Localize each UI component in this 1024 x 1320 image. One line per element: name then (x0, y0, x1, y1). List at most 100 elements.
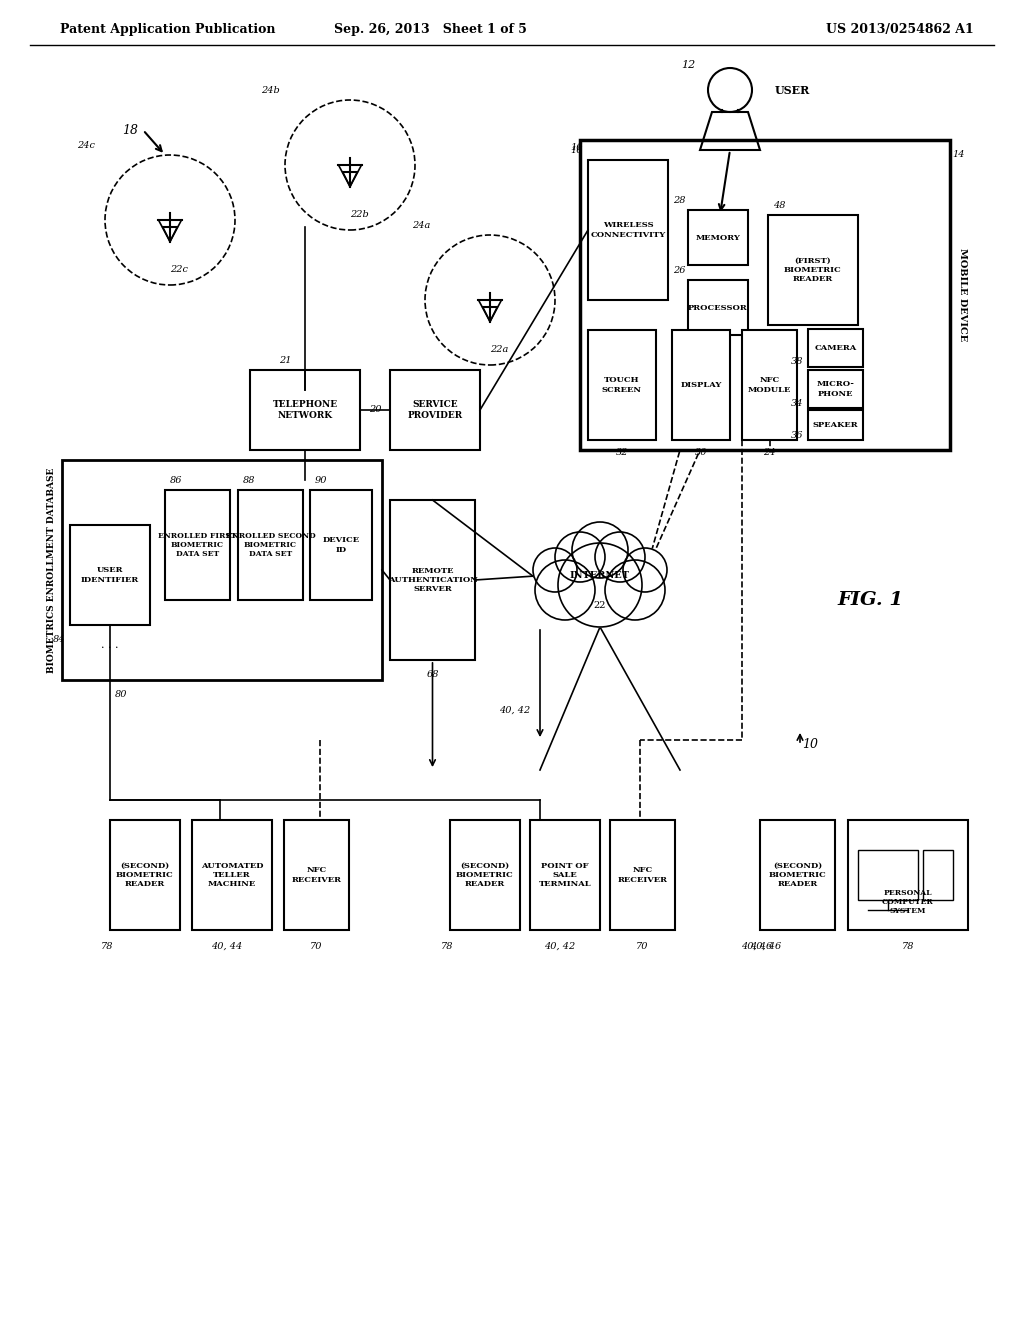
Text: NFC
RECEIVER: NFC RECEIVER (292, 866, 341, 883)
Text: 28: 28 (674, 195, 686, 205)
Bar (742, 330, 797, 440)
Text: MEMORY: MEMORY (695, 234, 740, 242)
Text: 12: 12 (681, 59, 695, 70)
Text: 40, 44: 40, 44 (211, 942, 243, 950)
Text: 24b: 24b (261, 86, 280, 95)
Text: PROCESSOR: PROCESSOR (688, 304, 748, 312)
Bar (588, 330, 656, 440)
Text: (SECOND)
BIOMETRIC
READER: (SECOND) BIOMETRIC READER (456, 862, 514, 888)
Text: (SECOND)
BIOMETRIC
READER: (SECOND) BIOMETRIC READER (769, 862, 826, 888)
Bar (848, 820, 968, 931)
Circle shape (555, 532, 605, 582)
Circle shape (572, 521, 628, 578)
Text: 16: 16 (570, 143, 583, 152)
Text: Sep. 26, 2013   Sheet 1 of 5: Sep. 26, 2013 Sheet 1 of 5 (334, 24, 526, 37)
Text: 22b: 22b (350, 210, 369, 219)
Text: 38: 38 (791, 358, 803, 367)
Bar (238, 490, 303, 601)
Text: 78: 78 (440, 942, 454, 950)
Text: INTERNET: INTERNET (570, 570, 630, 579)
Bar (70, 525, 150, 624)
Bar (390, 500, 475, 660)
Circle shape (558, 543, 642, 627)
Text: 40, 42: 40, 42 (545, 942, 575, 950)
Text: REMOTE
AUTHENTICATION
SERVER: REMOTE AUTHENTICATION SERVER (387, 566, 477, 593)
Bar (858, 850, 918, 900)
Bar (923, 850, 953, 900)
Text: 40, 46: 40, 46 (741, 942, 773, 950)
Text: WIRELESS
CONNECTIVITY: WIRELESS CONNECTIVITY (591, 222, 666, 239)
Text: ENROLLED FIRST
BIOMETRIC
DATA SET: ENROLLED FIRST BIOMETRIC DATA SET (158, 532, 237, 558)
Text: 24c: 24c (77, 141, 95, 150)
Bar (688, 210, 748, 265)
Text: BIOMETRICS ENROLLMENT DATABASE: BIOMETRICS ENROLLMENT DATABASE (47, 467, 56, 673)
Text: USER
IDENTIFIER: USER IDENTIFIER (81, 566, 139, 583)
Text: TOUCH
SCREEN: TOUCH SCREEN (602, 376, 642, 393)
Text: MICRO-
PHONE: MICRO- PHONE (816, 380, 854, 397)
Text: 14: 14 (952, 150, 965, 158)
Text: 70: 70 (636, 942, 649, 950)
Text: 36: 36 (791, 430, 803, 440)
Text: 20: 20 (370, 405, 382, 414)
Bar (530, 820, 600, 931)
Text: 21: 21 (279, 356, 291, 366)
Text: 88: 88 (243, 477, 256, 484)
Bar (808, 370, 863, 408)
Text: SPEAKER: SPEAKER (813, 421, 858, 429)
Text: 84: 84 (52, 635, 65, 644)
Bar (310, 490, 372, 601)
Circle shape (534, 548, 577, 591)
Text: Patent Application Publication: Patent Application Publication (60, 24, 275, 37)
Bar (688, 280, 748, 335)
Text: . . .: . . . (101, 640, 119, 649)
Circle shape (623, 548, 667, 591)
Bar (588, 160, 668, 300)
Text: DEVICE
ID: DEVICE ID (323, 536, 359, 553)
Bar (110, 820, 180, 931)
Text: 90: 90 (315, 477, 328, 484)
Text: NFC
MODULE: NFC MODULE (748, 376, 792, 393)
Text: 78: 78 (902, 942, 914, 950)
Circle shape (535, 560, 595, 620)
Bar (672, 330, 730, 440)
Circle shape (595, 532, 645, 582)
Bar (193, 820, 272, 931)
Text: 24a: 24a (412, 220, 430, 230)
Text: (FIRST)
BIOMETRIC
READER: (FIRST) BIOMETRIC READER (784, 257, 842, 284)
Text: POINT OF
SALE
TERMINAL: POINT OF SALE TERMINAL (539, 862, 591, 888)
Bar (450, 820, 520, 931)
Text: 80: 80 (115, 690, 128, 700)
Text: ENROLLED SECOND
BIOMETRIC
DATA SET: ENROLLED SECOND BIOMETRIC DATA SET (225, 532, 315, 558)
Text: AUTOMATED
TELLER
MACHINE: AUTOMATED TELLER MACHINE (201, 862, 263, 888)
Bar (808, 411, 863, 440)
Text: 18: 18 (122, 124, 138, 136)
Bar (580, 140, 950, 450)
Text: CAMERA: CAMERA (814, 345, 857, 352)
Text: 34: 34 (791, 399, 803, 408)
Text: 22a: 22a (490, 345, 508, 354)
Text: PERSONAL
COMPUTER
SYSTEM: PERSONAL COMPUTER SYSTEM (882, 888, 934, 915)
Text: 70: 70 (310, 942, 323, 950)
Text: (SECOND)
BIOMETRIC
READER: (SECOND) BIOMETRIC READER (116, 862, 174, 888)
Text: USER: USER (775, 84, 810, 95)
Text: 24: 24 (763, 447, 776, 457)
Text: 86: 86 (170, 477, 182, 484)
Bar (62, 459, 382, 680)
Bar (250, 370, 360, 450)
Circle shape (605, 560, 665, 620)
Text: 68: 68 (426, 671, 438, 678)
Bar (610, 820, 675, 931)
Bar (165, 490, 230, 601)
Text: 40, 42: 40, 42 (499, 705, 530, 714)
Text: FIG. 1: FIG. 1 (837, 591, 903, 609)
Bar (808, 329, 863, 367)
Bar (768, 215, 858, 325)
Bar (390, 370, 480, 450)
Text: NFC
RECEIVER: NFC RECEIVER (617, 866, 668, 883)
Text: 40, 46: 40, 46 (750, 942, 781, 950)
Text: US 2013/0254862 A1: US 2013/0254862 A1 (826, 24, 974, 37)
Text: 26: 26 (674, 267, 686, 275)
Text: SERVICE
PROVIDER: SERVICE PROVIDER (408, 400, 463, 420)
Text: 48: 48 (773, 201, 785, 210)
Text: 78: 78 (100, 942, 114, 950)
